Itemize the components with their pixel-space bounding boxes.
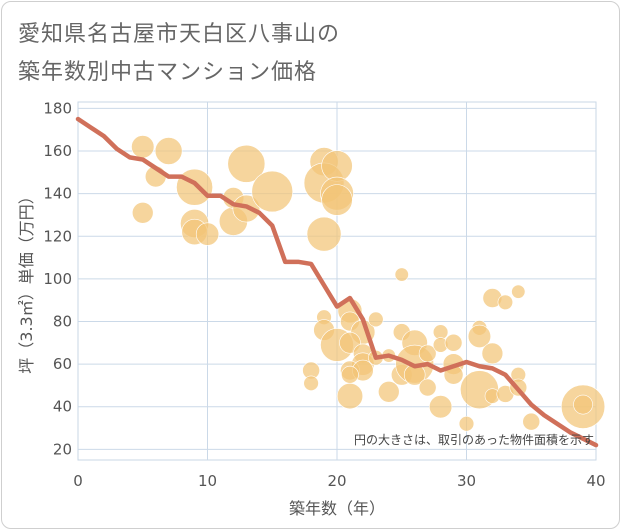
chart-title-line1: 愛知県名古屋市天白区八事山の <box>18 22 341 47</box>
x-tick-label: 20 <box>327 472 346 490</box>
y-axis-label: 坪（3.3㎡）単価（万円） <box>17 188 36 373</box>
data-point-bubble <box>418 378 437 397</box>
y-tick-label: 160 <box>43 142 72 160</box>
y-tick-label: 40 <box>53 398 72 416</box>
x-axis-label: 築年数（年） <box>289 499 385 518</box>
y-tick-label: 120 <box>43 227 72 245</box>
data-point-bubble <box>497 294 514 311</box>
data-point-bubble <box>321 184 353 216</box>
data-point-bubble <box>195 222 220 246</box>
trend-line-group <box>75 116 599 448</box>
data-point-bubble <box>467 324 492 348</box>
x-tick-label: 30 <box>457 472 476 490</box>
x-tick-labels: 0 10 20 30 40 <box>73 472 605 490</box>
data-point-bubble <box>481 342 504 365</box>
y-tick-label: 180 <box>43 99 72 117</box>
data-point-bubble <box>458 416 475 432</box>
data-point-bubble <box>131 135 155 159</box>
data-point-bubble <box>522 412 541 431</box>
data-point-bubble <box>227 144 266 183</box>
y-tick-label: 80 <box>53 312 72 330</box>
data-point-bubble <box>511 284 526 299</box>
data-point-bubble <box>131 202 154 224</box>
y-tick-label: 20 <box>53 440 72 458</box>
y-tick-labels: 20 40 60 80 100 120 140 160 180 <box>43 99 72 458</box>
x-tick-label: 40 <box>586 472 605 490</box>
y-tick-label: 140 <box>43 185 72 203</box>
x-tick-label: 0 <box>73 472 83 490</box>
data-point-bubble <box>573 394 593 415</box>
y-tick-label: 100 <box>43 270 72 288</box>
data-point-bubble <box>336 382 364 410</box>
data-point-bubble <box>378 381 400 403</box>
data-point-bubble <box>306 216 342 252</box>
size-note: 円の大きさは、取引のあった物件面積を示す <box>354 432 594 447</box>
data-point-bubble <box>303 375 319 391</box>
trend-line <box>75 116 599 448</box>
data-point-bubble <box>341 365 359 384</box>
data-point-bubble <box>368 311 384 328</box>
chart-title-line2: 築年数別中古マンション価格 <box>18 60 318 85</box>
data-point-bubble <box>321 150 353 182</box>
data-point-bubble <box>154 137 183 165</box>
data-point-bubble <box>394 267 409 282</box>
x-tick-label: 10 <box>198 472 217 490</box>
data-point-bubble <box>429 395 453 419</box>
data-point-bubble <box>251 170 294 213</box>
y-tick-label: 60 <box>53 355 72 373</box>
data-point-bubble <box>444 333 463 352</box>
